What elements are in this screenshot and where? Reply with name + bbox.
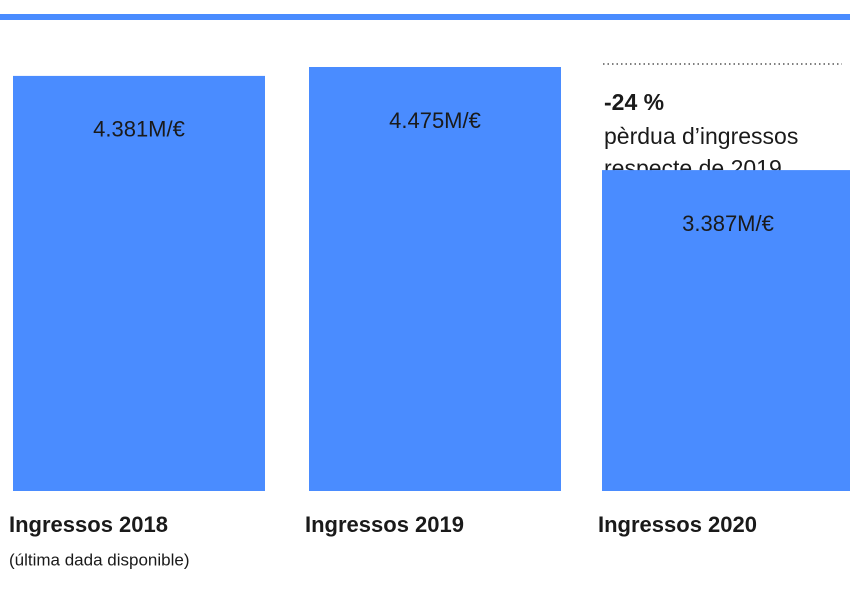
top-rule: [0, 14, 850, 20]
category-note: (última dada disponible): [9, 550, 190, 569]
bar: [602, 170, 850, 491]
annotation-text: pèrdua d’ingressos: [604, 123, 798, 149]
category-label: Ingressos 2019: [305, 512, 464, 537]
bar: [309, 67, 561, 491]
category-label: Ingressos 2020: [598, 512, 757, 537]
category-label: Ingressos 2018: [9, 512, 168, 537]
bar: [13, 75, 265, 491]
annotation-value: -24 %: [604, 89, 664, 115]
value-label: 4.381M/€: [93, 117, 185, 142]
value-label: 3.387M/€: [682, 211, 774, 236]
value-label: 4.475M/€: [389, 108, 481, 133]
